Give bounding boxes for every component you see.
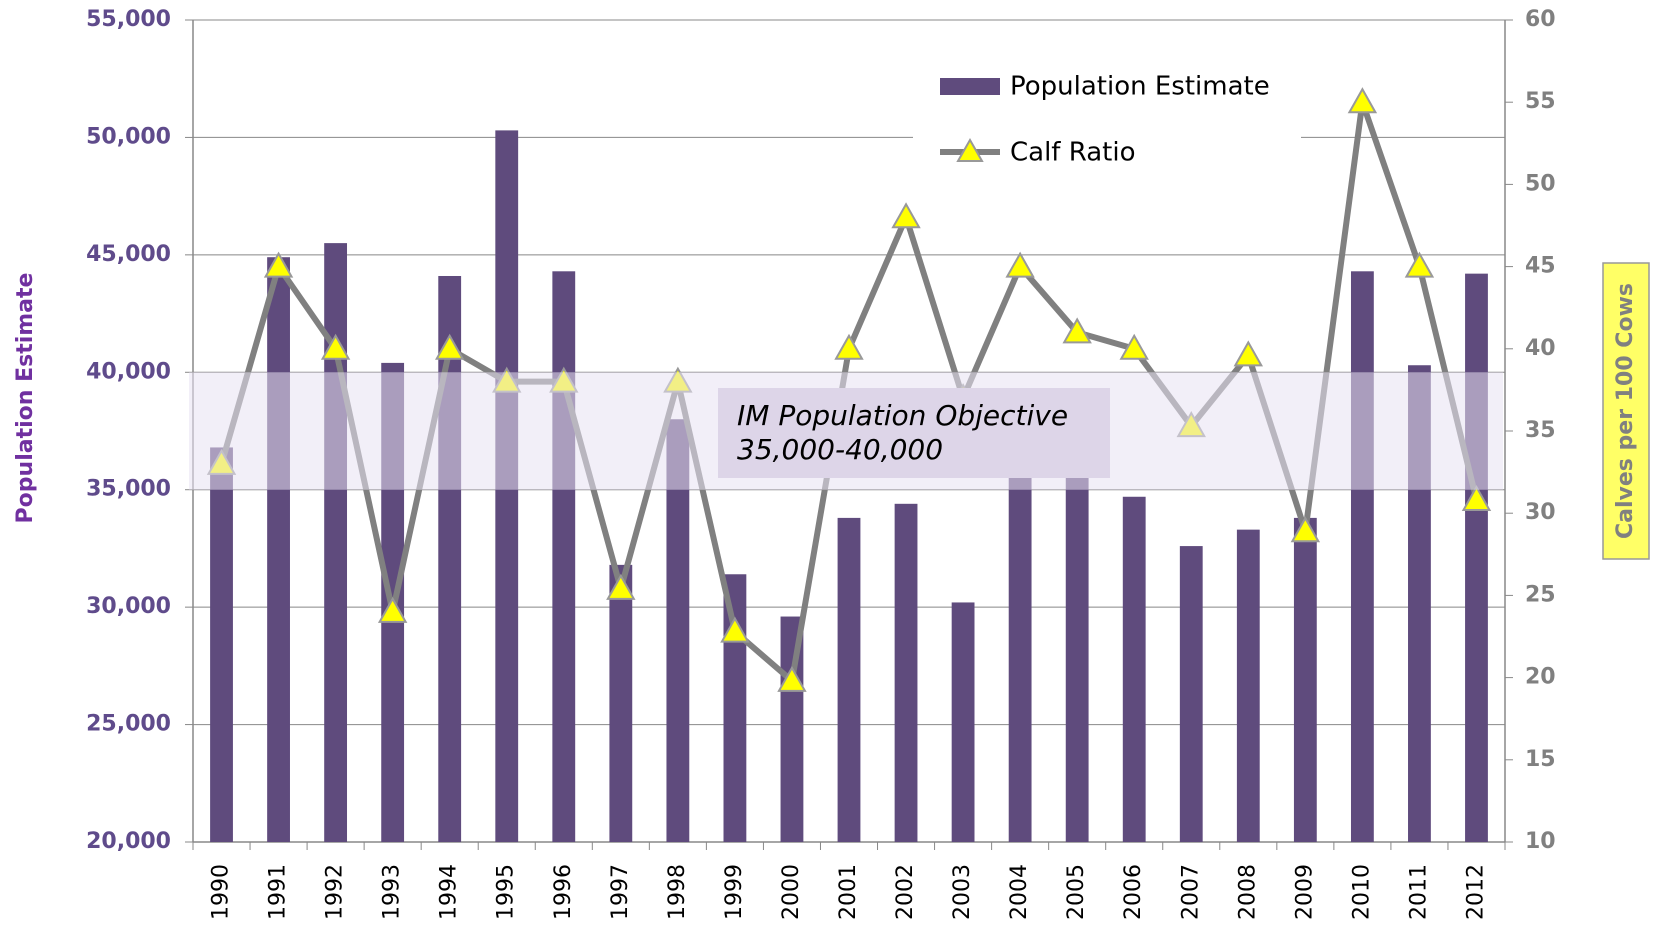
bar xyxy=(1179,546,1203,842)
x-tick-label: 1996 xyxy=(551,864,576,920)
y2-tick-label: 30 xyxy=(1525,500,1556,525)
marker xyxy=(1119,333,1149,360)
marker xyxy=(834,333,864,360)
x-tick-label: 2001 xyxy=(836,864,861,920)
legend-label: Calf Ratio xyxy=(1010,138,1135,168)
bar xyxy=(1236,529,1260,842)
x-tick-label: 2003 xyxy=(950,864,975,920)
y-tick-label: 45,000 xyxy=(86,242,171,267)
marker xyxy=(1347,87,1378,114)
y2-label-box xyxy=(1602,262,1650,560)
legend-label: Population Estimate xyxy=(1010,72,1270,102)
y2-tick-label: 25 xyxy=(1525,582,1556,607)
y2-axis-label: Calves per 100 Cows xyxy=(1613,283,1638,539)
x-tick-label: 1998 xyxy=(665,864,690,920)
bar xyxy=(666,419,690,842)
y2-tick-label: 50 xyxy=(1525,171,1556,196)
bar xyxy=(267,257,290,843)
bar xyxy=(723,574,747,842)
y2-tick-label: 15 xyxy=(1525,747,1556,772)
marker xyxy=(377,596,408,623)
x-tick-label: 2000 xyxy=(779,864,804,920)
marker xyxy=(777,665,807,692)
y2-tick-label: 20 xyxy=(1525,665,1556,690)
marker xyxy=(1461,485,1492,512)
x-tick-label: 1990 xyxy=(209,864,234,920)
y-tick-label: 25,000 xyxy=(86,712,171,737)
y2-tick-label: 60 xyxy=(1525,7,1556,32)
legend-box xyxy=(913,56,1301,186)
marker xyxy=(263,251,294,278)
marker xyxy=(720,616,750,643)
annotation-box xyxy=(718,388,1110,478)
bar xyxy=(837,517,861,842)
x-tick-label: 1994 xyxy=(437,864,462,920)
legend-marker xyxy=(956,137,984,162)
x-tick-label: 2012 xyxy=(1463,864,1488,920)
y-tick-label: 55,000 xyxy=(86,7,171,32)
bar xyxy=(210,447,233,842)
x-tick-label: 2006 xyxy=(1121,864,1146,920)
legend-swatch xyxy=(940,78,1000,95)
x-tick-label: 2005 xyxy=(1064,864,1089,920)
annotation: IM Population Objective xyxy=(737,399,1068,432)
y-tick-label: 40,000 xyxy=(86,359,171,384)
x-tick-label: 2007 xyxy=(1178,864,1203,920)
x-tick-label: 1995 xyxy=(494,864,519,920)
bar xyxy=(1350,271,1374,843)
x-tick-label: 2004 xyxy=(1007,864,1032,920)
marker xyxy=(320,333,351,360)
x-tick-label: 1992 xyxy=(323,864,348,920)
x-tick-label: 2002 xyxy=(893,864,918,920)
y-axis-label: Population Estimate xyxy=(13,273,38,524)
bar xyxy=(1122,496,1146,842)
y2-tick-label: 10 xyxy=(1525,829,1556,854)
y2-tick-label: 55 xyxy=(1525,89,1556,114)
bar xyxy=(1065,477,1089,842)
marker xyxy=(1404,251,1435,278)
marker xyxy=(891,202,921,229)
bar xyxy=(609,564,633,842)
marker xyxy=(606,573,636,600)
y-tick-label: 30,000 xyxy=(86,594,171,619)
x-tick-label: 1997 xyxy=(608,864,633,920)
bar xyxy=(894,503,918,842)
marker xyxy=(434,333,465,360)
marker xyxy=(1290,516,1321,543)
y-tick-label: 20,000 xyxy=(86,829,171,854)
x-tick-label: 2008 xyxy=(1235,864,1260,920)
marker xyxy=(1005,251,1035,278)
bar xyxy=(951,602,975,842)
y-tick-label: 35,000 xyxy=(86,477,171,502)
bar xyxy=(1293,517,1317,842)
marker xyxy=(1062,317,1092,344)
y2-tick-label: 40 xyxy=(1525,336,1556,361)
y2-tick-label: 45 xyxy=(1525,254,1556,279)
x-tick-label: 1999 xyxy=(722,864,747,920)
x-tick-label: 1993 xyxy=(380,864,405,920)
x-tick-label: 1991 xyxy=(266,864,291,920)
x-tick-label: 2011 xyxy=(1406,864,1431,920)
bar xyxy=(552,271,576,843)
marker xyxy=(1233,340,1264,367)
x-tick-label: 2010 xyxy=(1349,864,1374,920)
bar xyxy=(1465,273,1488,842)
x-tick-label: 2009 xyxy=(1292,864,1317,920)
annotation: 35,000-40,000 xyxy=(737,433,943,466)
y-tick-label: 50,000 xyxy=(86,124,171,149)
bar xyxy=(1008,477,1032,842)
y2-tick-label: 35 xyxy=(1525,418,1556,443)
